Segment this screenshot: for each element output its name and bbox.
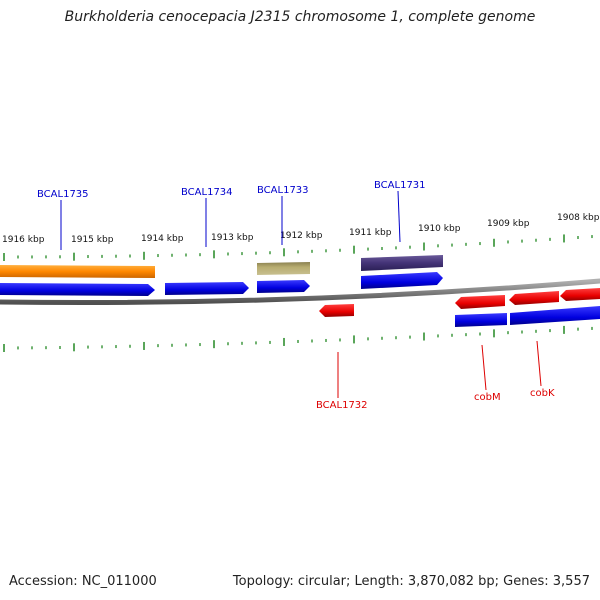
chromosome-backbone	[0, 278, 600, 306]
accession-text: Accession: NC_011000	[9, 574, 157, 589]
gene-arrow-blue-lower-2[interactable]	[510, 306, 600, 325]
olive-feature[interactable]	[257, 262, 310, 275]
gene-arrow-red-edge[interactable]	[560, 288, 600, 301]
gene-label-bcal1733[interactable]: BCAL1733	[257, 185, 309, 196]
gene-arrow-cobm[interactable]	[455, 295, 505, 309]
feature-track	[0, 255, 443, 278]
forward-strand	[0, 272, 443, 296]
scale-label: 1912 kbp	[280, 231, 323, 241]
gene-arrow-bcal1732[interactable]	[319, 304, 354, 317]
scale-label: 1914 kbp	[141, 234, 184, 244]
gene-label-bcal1732[interactable]: BCAL1732	[316, 400, 368, 411]
gene-label-bcal1734[interactable]: BCAL1734	[181, 187, 233, 198]
gene-label-bcal1735[interactable]: BCAL1735	[37, 189, 89, 200]
scale-label: 1910 kbp	[418, 224, 461, 234]
scale-label: 1916 kbp	[2, 235, 45, 245]
gene-label-bcal1731[interactable]: BCAL1731	[374, 180, 426, 191]
gene-arrow-cobk[interactable]	[509, 291, 559, 305]
scale-label: 1913 kbp	[211, 233, 254, 243]
gene-labels: BCAL1735 BCAL1734 BCAL1733 BCAL1731 BCAL…	[37, 180, 555, 411]
scale-label: 1915 kbp	[71, 235, 114, 245]
gene-arrow-bcal1735[interactable]	[0, 283, 155, 296]
orange-feature[interactable]	[0, 265, 155, 278]
genome-summary-text: Topology: circular; Length: 3,870,082 bp…	[232, 574, 590, 589]
label-leaders	[60, 190, 542, 398]
lower-forward-features	[455, 306, 600, 327]
gene-arrow-bcal1731[interactable]	[361, 272, 443, 289]
gene-arrow-bcal1734[interactable]	[165, 282, 249, 295]
scale-label: 1909 kbp	[487, 219, 530, 229]
gene-label-cobk[interactable]: cobK	[530, 388, 555, 399]
lower-tick-ring	[3, 325, 593, 352]
upper-tick-ring	[3, 234, 593, 261]
gene-arrow-bcal1733[interactable]	[257, 280, 310, 293]
gene-label-cobm[interactable]: cobM	[474, 392, 501, 403]
scale-labels: 1916 kbp 1915 kbp 1914 kbp 1913 kbp 1912…	[2, 213, 600, 245]
gene-arrow-blue-lower-1[interactable]	[455, 313, 507, 327]
map-title: Burkholderia cenocepacia J2315 chromosom…	[64, 9, 536, 25]
scale-label: 1908 kbp	[557, 213, 600, 223]
scale-label: 1911 kbp	[349, 228, 392, 238]
reverse-strand	[319, 288, 600, 317]
purple-feature[interactable]	[361, 255, 443, 271]
